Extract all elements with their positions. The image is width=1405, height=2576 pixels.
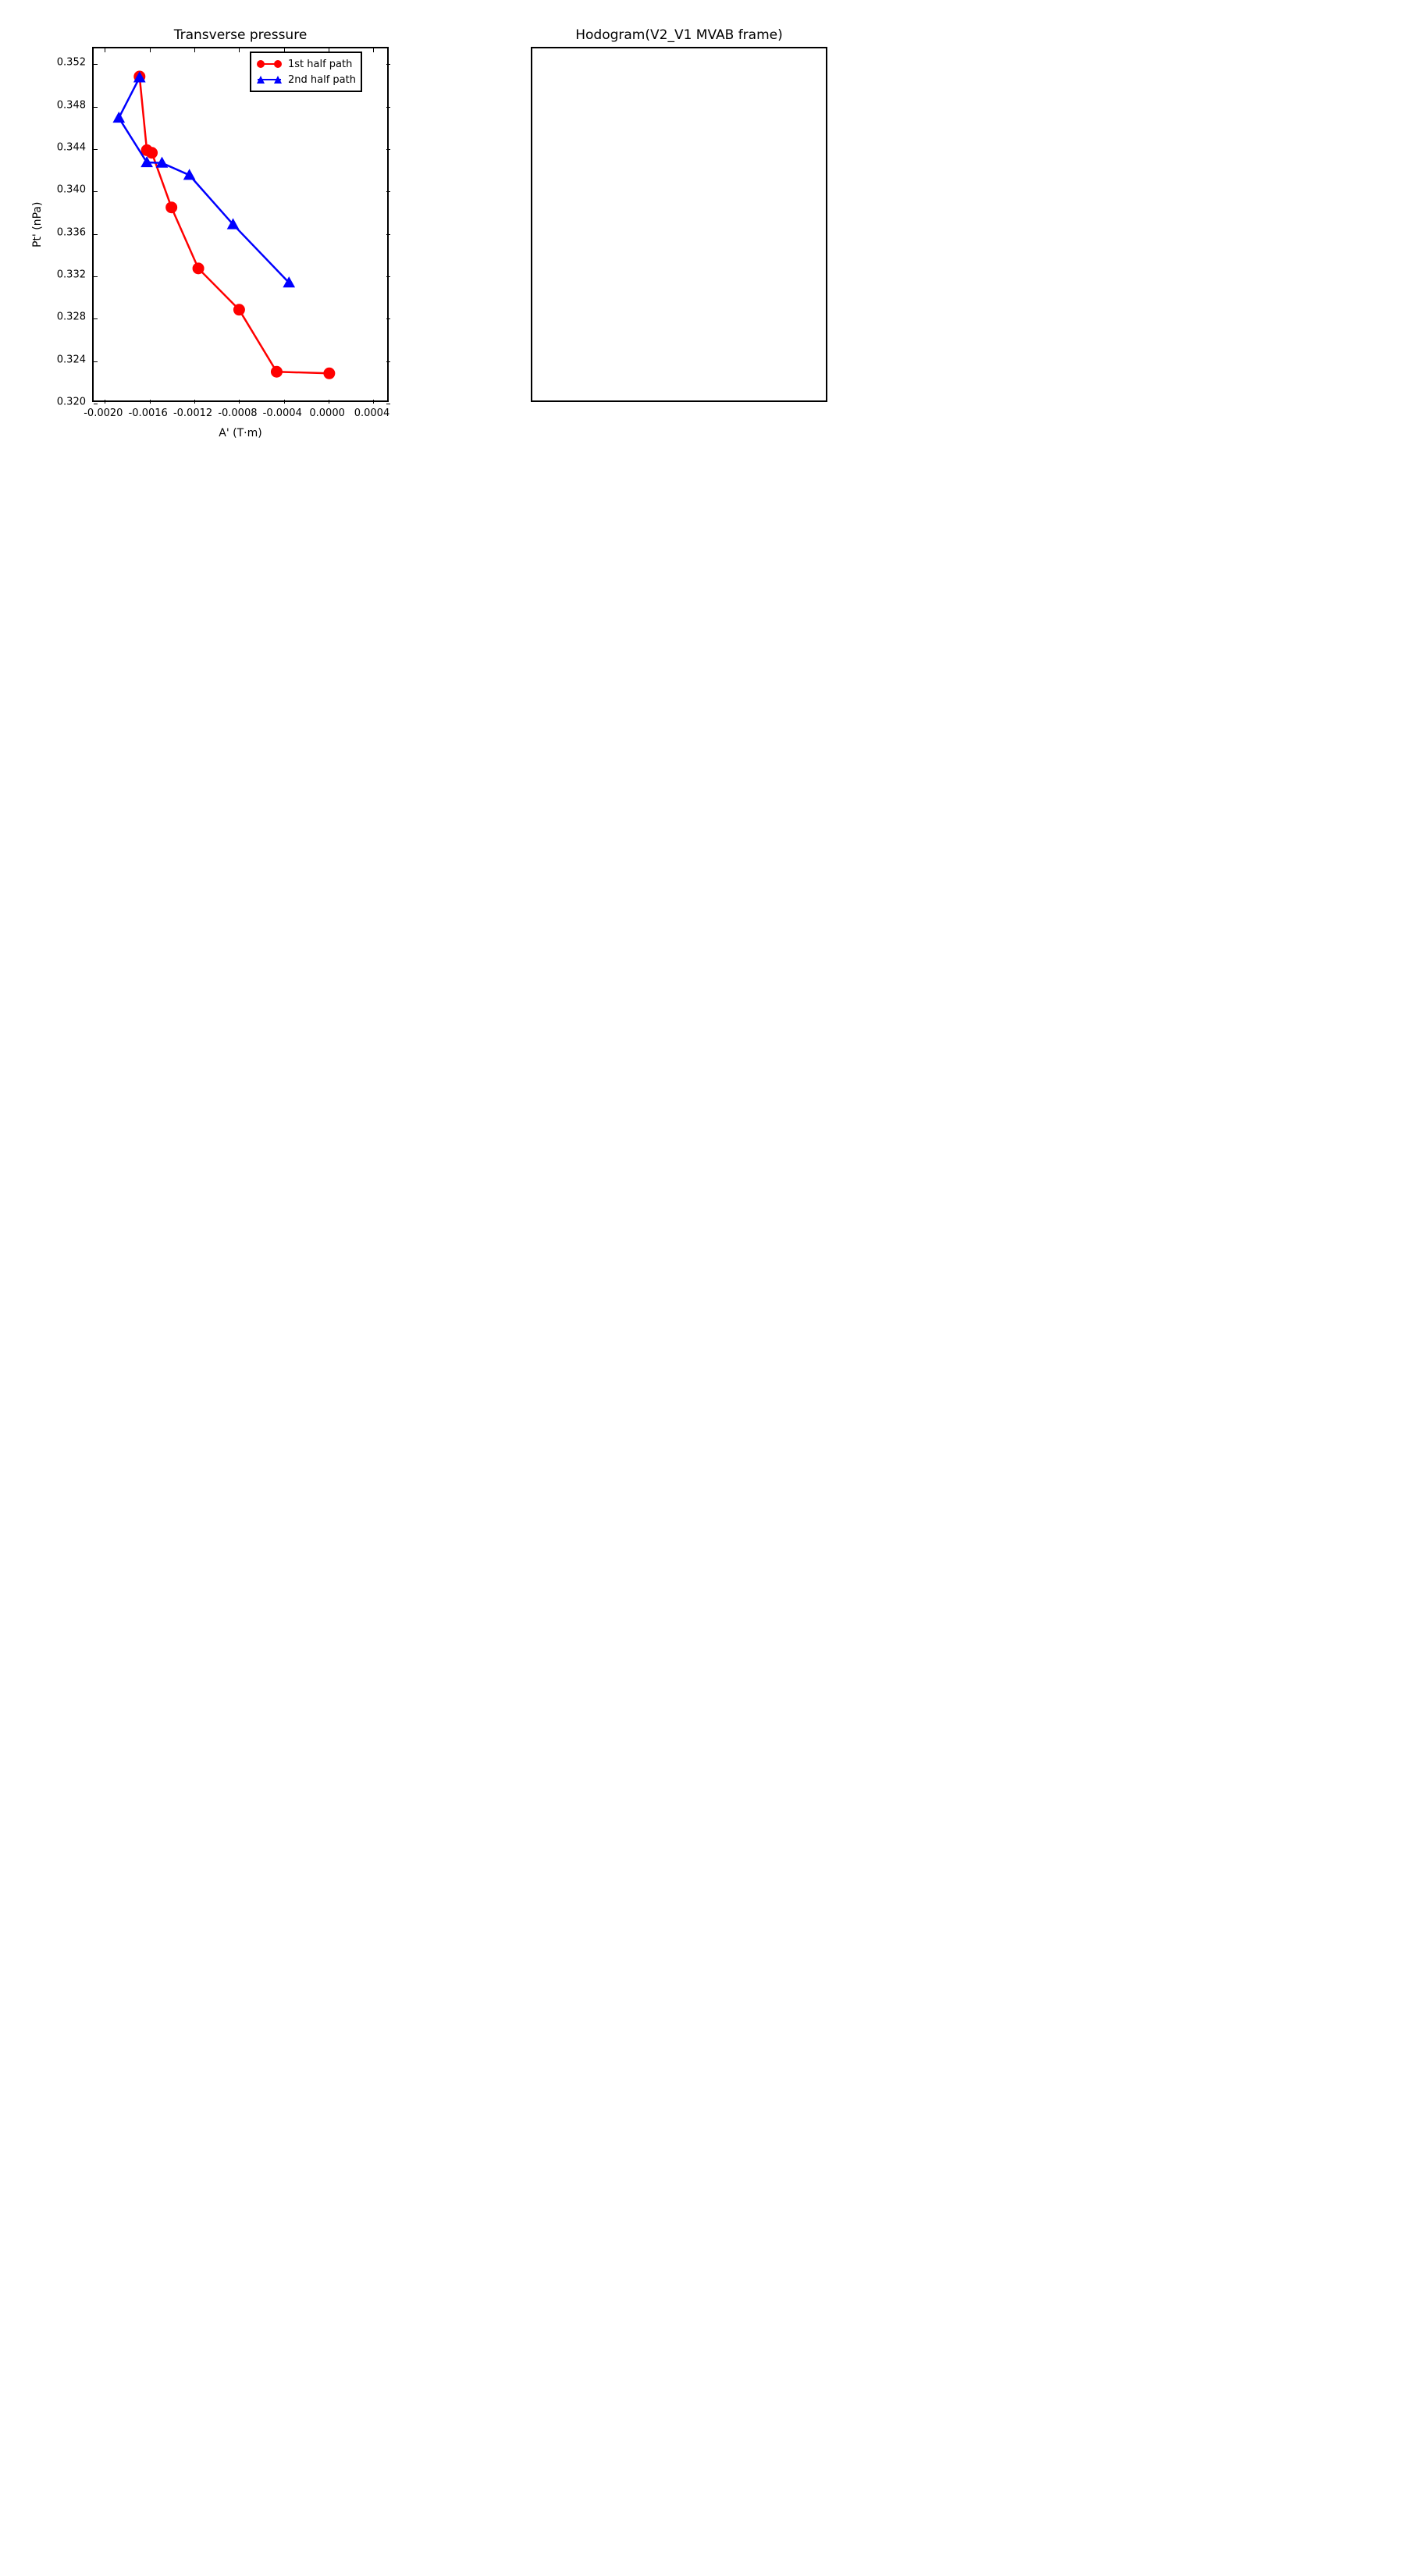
y-tick-mark [94, 191, 98, 193]
y-tick-mark [386, 361, 390, 362]
x-axis-label: A' (T·m) [219, 427, 262, 439]
x-tick-label: -0.0008 [218, 407, 258, 419]
y-tick-mark [386, 149, 390, 151]
chart-title-transverse-pressure: Transverse pressure [173, 27, 308, 43]
y-tick-mark [386, 276, 390, 277]
x-tick-label: 0.0004 [354, 407, 390, 419]
x-tick-mark [283, 400, 285, 404]
x-tick-mark [373, 48, 375, 52]
y-tick-label: 0.320 [56, 396, 86, 408]
x-tick-mark [194, 48, 196, 52]
legend-marker [256, 74, 283, 85]
legend-item: 2nd half path [256, 72, 356, 87]
y-tick-mark [94, 276, 98, 277]
x-tick-mark [149, 400, 151, 404]
x-tick-mark [283, 48, 285, 52]
y-tick-mark [94, 64, 98, 66]
legend-marker [256, 59, 283, 69]
y-tick-mark [386, 191, 390, 193]
legend-label: 1st half path [288, 58, 353, 70]
x-tick-label: -0.0016 [128, 407, 168, 419]
y-tick-mark [94, 106, 98, 108]
y-tick-label: 0.344 [56, 141, 86, 154]
legend-label: 2nd half path [288, 73, 356, 86]
chart-title-hodogram-v2v1-mvab: Hodogram(V2_V1 MVAB frame) [575, 27, 783, 43]
legend-item: 1st half path [256, 56, 356, 72]
y-tick-mark [94, 149, 98, 151]
y-tick-mark [94, 318, 98, 320]
y-tick-mark [386, 233, 390, 235]
series-layer-transverse-pressure [112, 70, 336, 379]
y-tick-label: 0.324 [56, 354, 86, 366]
x-tick-label: -0.0012 [173, 407, 213, 419]
y-axis-label: Pt' (nPa) [31, 201, 44, 247]
x-tick-mark [239, 400, 240, 404]
y-tick-mark [386, 106, 390, 108]
y-tick-label: 0.340 [56, 183, 86, 196]
y-tick-label: 0.348 [56, 99, 86, 112]
panel-hodogram-v2v1-mvab: Hodogram(V2_V1 MVAB frame) [531, 27, 835, 410]
y-tick-mark [94, 361, 98, 362]
x-tick-mark [239, 48, 240, 52]
panel-transverse-pressure: Transverse pressure -0.0020 -0.0016 -0.0012… [31, 27, 397, 439]
legend-transverse-pressure[interactable]: 1st half path 2nd half path [250, 52, 362, 92]
y-tick-label: 0.352 [56, 56, 86, 69]
x-tick-label: -0.0004 [262, 407, 302, 419]
x-tick-mark [373, 400, 375, 404]
y-tick-mark [94, 233, 98, 235]
plot-area-hodogram-v2v1-mvab [531, 47, 827, 402]
y-tick-label: 0.332 [56, 269, 86, 281]
x-tick-mark [149, 48, 151, 52]
x-tick-label: 0.0000 [309, 407, 345, 419]
y-tick-label: 0.336 [56, 226, 86, 239]
y-tick-label: 0.328 [56, 311, 86, 323]
y-tick-mark [386, 64, 390, 66]
y-tick-mark [386, 318, 390, 320]
x-tick-label: -0.0020 [84, 407, 123, 419]
x-tick-mark [194, 400, 196, 404]
plot-area-transverse-pressure [92, 47, 390, 404]
